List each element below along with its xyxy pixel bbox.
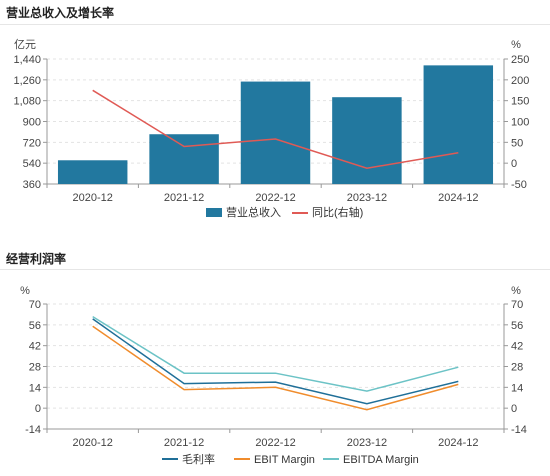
right-tick-label: 28 xyxy=(511,362,523,374)
left-tick-label: 0 xyxy=(35,403,41,415)
revenue-bar xyxy=(332,97,402,184)
legend-bar-swatch xyxy=(206,208,222,217)
growth-rate-line xyxy=(92,89,459,169)
right-tick-label: 56 xyxy=(511,320,523,332)
left-tick-label: 720 xyxy=(23,137,41,149)
x-tick-label: 2022-12 xyxy=(255,437,295,449)
right-tick-label: 50 xyxy=(511,137,523,149)
revenue-bar xyxy=(423,65,494,184)
right-tick-label: 250 xyxy=(511,54,529,66)
right-axis-unit: % xyxy=(511,39,521,51)
revenue-bar xyxy=(57,160,128,184)
left-tick-label: 70 xyxy=(29,299,41,311)
left-tick-label: 42 xyxy=(29,341,41,353)
right-tick-label: 0 xyxy=(511,403,517,415)
left-tick-label: 14 xyxy=(29,382,41,394)
right-axis-unit: % xyxy=(511,285,521,297)
x-tick-label: 2023-12 xyxy=(347,192,387,204)
right-tick-label: 150 xyxy=(511,96,529,108)
right-tick-label: 14 xyxy=(511,382,523,394)
legend-revenue-label: 营业总收入 xyxy=(226,205,281,219)
x-tick-label: 2022-12 xyxy=(255,192,295,204)
x-tick-label: 2021-12 xyxy=(164,192,204,204)
left-tick-label: 360 xyxy=(23,179,41,191)
margin-series-line-0 xyxy=(92,318,459,405)
revenue-section-title: 营业总收入及增长率 xyxy=(6,6,115,20)
margin-series-line-1 xyxy=(92,325,459,411)
x-tick-label: 2020-12 xyxy=(73,437,113,449)
right-tick-label: 70 xyxy=(511,299,523,311)
x-tick-label: 2020-12 xyxy=(73,192,113,204)
margin-series-line-2 xyxy=(92,315,459,392)
left-tick-label: -14 xyxy=(25,424,41,436)
x-tick-label: 2024-12 xyxy=(438,192,478,204)
left-tick-label: 1,260 xyxy=(13,75,41,87)
left-tick-label: 900 xyxy=(23,117,41,129)
right-tick-label: 200 xyxy=(511,75,529,87)
revenue-bar xyxy=(240,81,311,184)
right-tick-label: 100 xyxy=(511,117,529,129)
right-tick-label: -50 xyxy=(511,179,527,191)
left-tick-label: 1,080 xyxy=(13,96,41,108)
revenue-bar xyxy=(149,134,219,184)
legend-growth-label: 同比(右轴) xyxy=(312,205,363,219)
right-tick-label: -14 xyxy=(511,424,527,436)
left-axis-unit: % xyxy=(20,285,30,297)
legend-label-1: EBIT Margin xyxy=(254,454,315,466)
left-tick-label: 56 xyxy=(29,320,41,332)
margin-section-title: 经营利润率 xyxy=(6,252,67,266)
left-tick-label: 28 xyxy=(29,362,41,374)
left-axis-unit: 亿元 xyxy=(14,38,36,51)
legend-label-2: EBITDA Margin xyxy=(343,454,419,466)
revenue-growth-chart: 360 -50 540 0 720 50 900 100 1,080 150 1,260 200 1,4… xyxy=(13,38,529,219)
right-tick-label: 0 xyxy=(511,158,517,170)
legend-label-0: 毛利率 xyxy=(182,452,215,466)
left-tick-label: 540 xyxy=(23,158,41,170)
left-tick-label: 1,440 xyxy=(13,54,41,66)
revenue-section-divider xyxy=(0,24,550,25)
right-tick-label: 42 xyxy=(511,341,523,353)
x-tick-label: 2023-12 xyxy=(347,437,387,449)
x-tick-label: 2024-12 xyxy=(438,437,478,449)
x-tick-label: 2021-12 xyxy=(164,437,204,449)
profit-margin-chart: -14 -14 0 0 14 14 28 28 42 42 56 56 70 70% % 2020-12 202… xyxy=(20,285,527,466)
margin-section-divider xyxy=(0,269,550,270)
